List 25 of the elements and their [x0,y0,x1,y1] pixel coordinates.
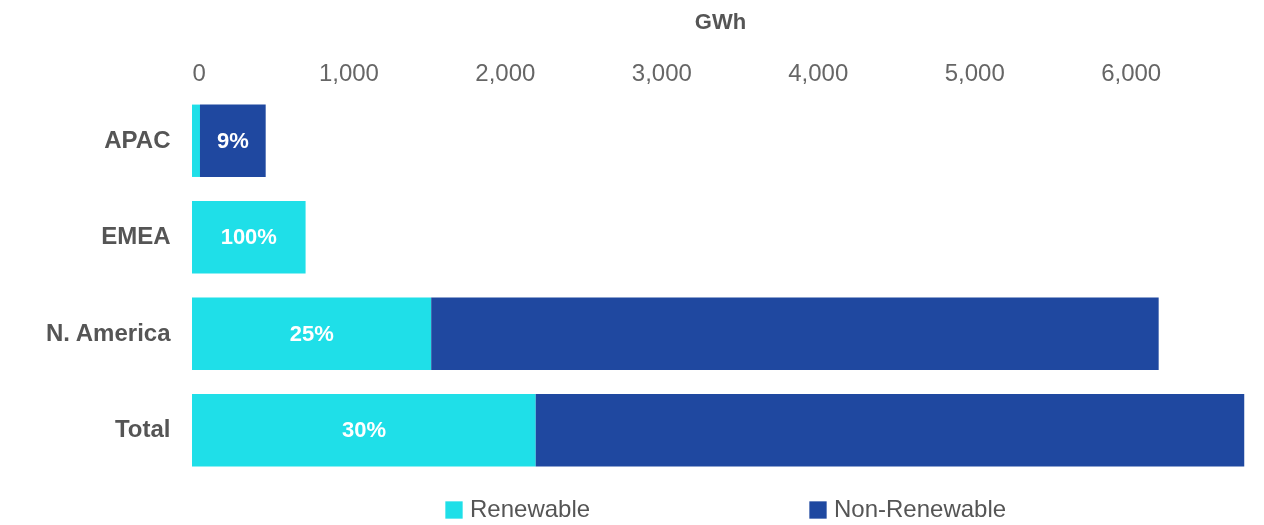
y-tick-label: N. America [46,318,172,346]
annotation: 100% [220,224,277,250]
x-tick-label: 6,000 [1101,58,1162,86]
bar [192,201,306,274]
annotation: 9% [216,127,249,153]
bar [192,104,200,177]
x-axis-title: GWh [694,8,747,34]
bar [199,104,266,177]
bar [431,297,1159,370]
annotation: 25% [289,320,334,346]
y-tick-label: APAC [104,125,171,153]
y-tick-label: EMEA [101,222,171,250]
x-tick-label: 2,000 [475,58,536,86]
y-tick-label: Total [114,415,171,443]
x-tick-label: 3,000 [631,58,692,86]
bar [192,297,432,370]
legend-label: Renewable [470,495,591,522]
legend-label: Non-Renewable [834,495,1007,522]
bar [535,394,1245,467]
x-tick-label: 5,000 [944,58,1005,86]
annotation: 30% [341,417,386,443]
x-tick-label: 4,000 [788,58,849,86]
x-tick-label: 0 [192,58,206,86]
bar [192,394,536,467]
x-tick-label: 1,000 [318,58,379,86]
